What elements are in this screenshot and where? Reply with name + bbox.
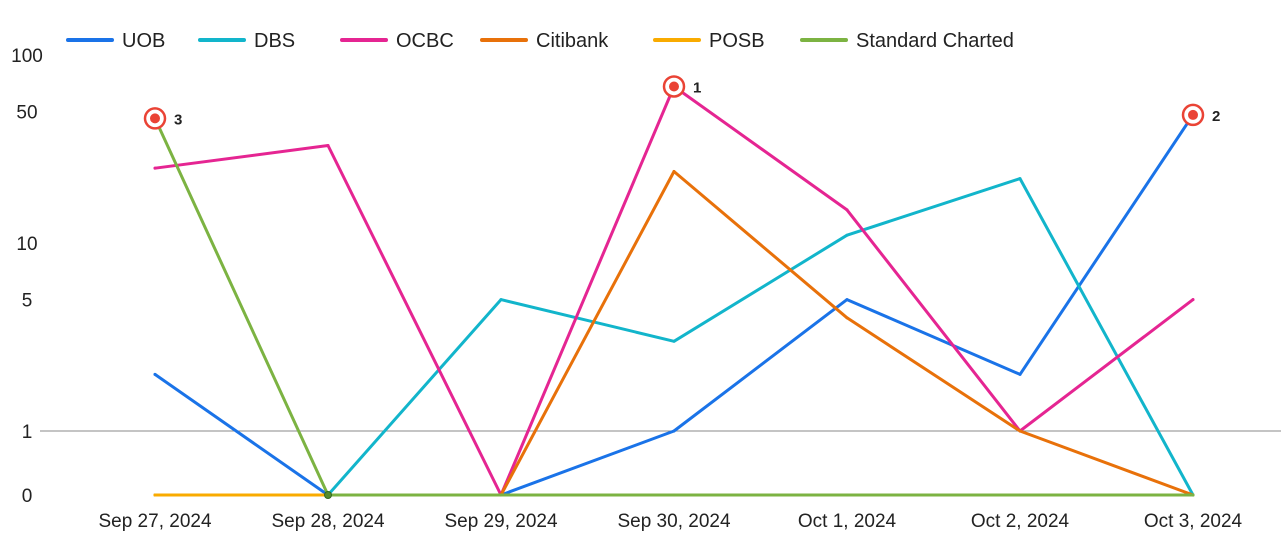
x-tick-label-sep-30-2024: Sep 30, 2024 <box>617 511 730 532</box>
data-point-dbs-2 <box>499 298 503 302</box>
x-tick-label-oct-1-2024: Oct 1, 2024 <box>798 511 897 532</box>
plot-area <box>153 84 1195 499</box>
legend-label-citibank: Citibank <box>536 30 609 52</box>
data-point-standard-charted-6 <box>1191 493 1195 497</box>
data-point-standard-charted-2 <box>499 493 503 497</box>
y-tick-label-10: 10 <box>16 234 37 255</box>
y-tick-label-100: 100 <box>11 46 43 67</box>
annotation-2: 2 <box>1181 103 1220 127</box>
annotation-dot-2 <box>1188 109 1198 120</box>
data-point-dbs-5 <box>1018 177 1022 181</box>
legend-label-ocbc: OCBC <box>396 30 454 52</box>
legend-label-standard-charted: Standard Charted <box>856 30 1014 52</box>
annotation-1: 1 <box>662 75 701 98</box>
x-tick-label-sep-27-2024: Sep 27, 2024 <box>98 511 211 532</box>
y-axis: 0 1 5 10 50 100 <box>11 46 1281 507</box>
y-tick-label-50: 50 <box>16 103 37 124</box>
annotation-3: 3 <box>143 107 182 130</box>
x-axis: Sep 27, 2024 Sep 28, 2024 Sep 29, 2024 Sep … <box>98 511 1242 532</box>
legend-item-standard-charted[interactable]: Standard Charted <box>800 30 1014 52</box>
annotation-dot-3 <box>150 113 160 124</box>
series-line-ocbc <box>153 85 1195 497</box>
annotations: 3 1 2 <box>143 75 1220 130</box>
legend-item-ocbc[interactable]: OCBC <box>340 30 454 52</box>
data-point-standard-charted-3 <box>672 493 676 497</box>
x-tick-label-sep-29-2024: Sep 29, 2024 <box>444 511 557 532</box>
data-point-uob-4 <box>845 298 849 302</box>
legend-label-uob: UOB <box>122 30 165 52</box>
data-point-standard-charted-4 <box>845 493 849 497</box>
y-tick-label-0: 0 <box>22 486 33 507</box>
data-point-dbs-3 <box>672 339 676 343</box>
data-point-posb-0 <box>153 493 157 497</box>
legend-item-posb[interactable]: POSB <box>653 30 765 52</box>
data-point-ocbc-6 <box>1191 298 1195 302</box>
annotation-label-2: 2 <box>1212 108 1220 125</box>
data-point-uob-3 <box>672 429 676 433</box>
legend-item-uob[interactable]: UOB <box>66 30 165 52</box>
data-point-ocbc-4 <box>845 208 849 212</box>
x-tick-label-oct-3-2024: Oct 3, 2024 <box>1144 511 1243 532</box>
annotation-label-1: 1 <box>693 79 701 96</box>
data-point-dbs-4 <box>845 233 849 237</box>
y-tick-label-1: 1 <box>22 422 33 443</box>
data-point-marker-sep-28 <box>324 491 332 499</box>
x-tick-label-oct-2-2024: Oct 2, 2024 <box>971 511 1070 532</box>
y-tick-label-5: 5 <box>22 291 33 312</box>
data-point-uob-0 <box>153 372 157 376</box>
data-point-citibank-4 <box>845 316 849 320</box>
data-point-citibank-5 <box>1018 429 1022 433</box>
data-point-ocbc-1 <box>326 144 330 148</box>
annotation-dot-1 <box>669 81 679 92</box>
legend-label-dbs: DBS <box>254 30 295 52</box>
data-point-citibank-3 <box>672 170 676 174</box>
annotation-label-3: 3 <box>174 111 182 128</box>
legend-item-dbs[interactable]: DBS <box>198 30 295 52</box>
series-line-citibank <box>153 170 1195 497</box>
legend-item-citibank[interactable]: Citibank <box>480 30 609 52</box>
data-point-ocbc-0 <box>153 166 157 170</box>
x-tick-label-sep-28-2024: Sep 28, 2024 <box>271 511 384 532</box>
legend-label-posb: POSB <box>709 30 765 52</box>
legend: UOB DBS OCBC Citibank POSB Standard Charted <box>66 30 1014 52</box>
data-point-uob-5 <box>1018 372 1022 376</box>
data-point-standard-charted-5 <box>1018 493 1022 497</box>
series-line-dbs <box>153 177 1195 497</box>
